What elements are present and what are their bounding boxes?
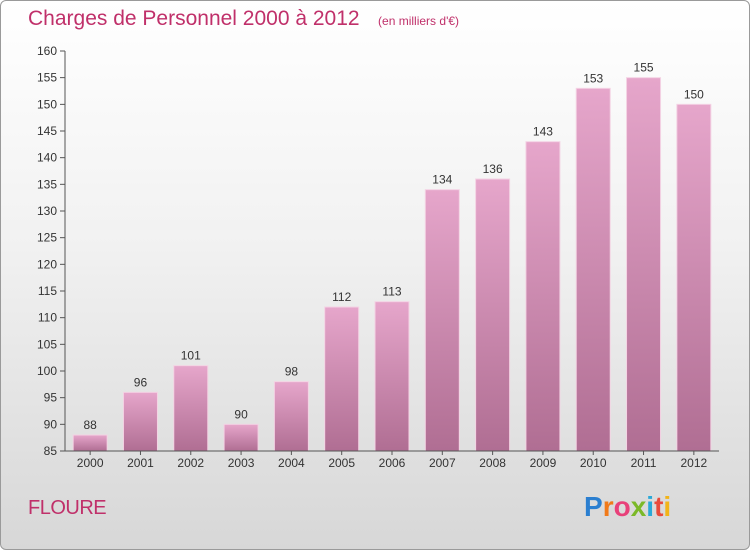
bar-2006 (374, 301, 410, 452)
bar-2002 (173, 365, 209, 452)
y-tick-label: 85 (44, 444, 58, 458)
bar-value-label: 134 (432, 173, 452, 187)
bar-2004 (273, 381, 309, 452)
x-tick-label: 2011 (631, 456, 657, 470)
y-tick-label: 110 (38, 311, 57, 325)
bar-value-label: 96 (134, 375, 148, 389)
y-tick-label: 100 (37, 364, 57, 378)
bar-2001 (122, 391, 158, 452)
x-tick-label: 2002 (177, 456, 204, 470)
brand-logo-letter: o (613, 491, 631, 522)
x-tick-label: 2012 (680, 456, 707, 470)
y-tick-label: 105 (37, 337, 57, 351)
brand-logo: Proxiti (584, 491, 671, 523)
bar-value-label: 101 (181, 349, 201, 363)
y-tick-label: 155 (37, 71, 57, 85)
brand-logo-letter: t (654, 491, 664, 522)
bar-2005 (324, 306, 360, 452)
bar-value-label: 150 (684, 87, 704, 101)
y-tick-label: 135 (37, 177, 57, 191)
bar-2003 (223, 423, 259, 452)
bar-value-label: 98 (285, 365, 299, 379)
x-tick-label: 2007 (429, 456, 456, 470)
x-tick-label: 2006 (379, 456, 406, 470)
bar-2008 (475, 178, 511, 452)
y-tick-label: 95 (44, 391, 58, 405)
bar-value-label: 136 (483, 162, 503, 176)
x-tick-label: 2005 (328, 456, 355, 470)
x-tick-label: 2008 (479, 456, 506, 470)
x-tick-label: 2003 (228, 456, 255, 470)
y-tick-label: 160 (37, 44, 57, 58)
x-axis: 2000 2001 2002 2003 2004 2005 2006 2007 2008 2009… (65, 450, 719, 470)
bar-value-label: 143 (533, 125, 553, 139)
brand-logo-letter: r (602, 491, 614, 522)
bar-value-label: 112 (332, 290, 351, 304)
x-tick-label: 2010 (580, 456, 607, 470)
y-axis: 85 90 95 100 105 110 115 120 125 130 135 140 145 150 1… (37, 44, 66, 458)
chart-title: Charges de Personnel 2000 à 2012 (28, 7, 360, 30)
y-tick-label: 130 (37, 204, 57, 218)
x-tick-label: 2004 (278, 456, 305, 470)
bar-2010 (575, 87, 611, 452)
brand-logo-letter: i (646, 491, 655, 522)
brand-logo-letter: i (663, 491, 672, 522)
bar-value-label: 88 (83, 418, 97, 432)
bar-2007 (424, 189, 460, 452)
bar-value-label: 90 (234, 407, 248, 421)
x-tick-label: 2009 (530, 456, 557, 470)
y-tick-label: 120 (37, 257, 57, 271)
bar-2012 (676, 103, 712, 452)
bar-2011 (626, 77, 662, 452)
bar-value-label: 113 (382, 285, 401, 299)
bar-2009 (525, 141, 561, 452)
bars: 88 96 101 90 98 112 113 134 136 143 153 155 150 (72, 61, 712, 452)
y-tick-label: 90 (44, 417, 58, 431)
y-tick-label: 145 (37, 124, 57, 138)
brand-logo-letter: x (630, 491, 647, 522)
bar-2000 (72, 434, 108, 452)
bar-value-label: 155 (634, 61, 654, 75)
brand-logo-letter: P (584, 491, 603, 522)
x-tick-label: 2000 (77, 456, 104, 470)
x-tick-label: 2001 (127, 456, 154, 470)
title-row: Charges de Personnel 2000 à 2012 (en mil… (28, 7, 459, 31)
chart-subtitle: (en milliers d'€) (378, 14, 460, 28)
bar-value-label: 153 (583, 71, 603, 85)
y-tick-label: 140 (37, 151, 57, 165)
y-tick-label: 115 (38, 284, 57, 298)
commune-name: FLOURE (28, 497, 107, 519)
y-tick-label: 150 (37, 97, 57, 111)
y-tick-label: 125 (37, 231, 57, 245)
